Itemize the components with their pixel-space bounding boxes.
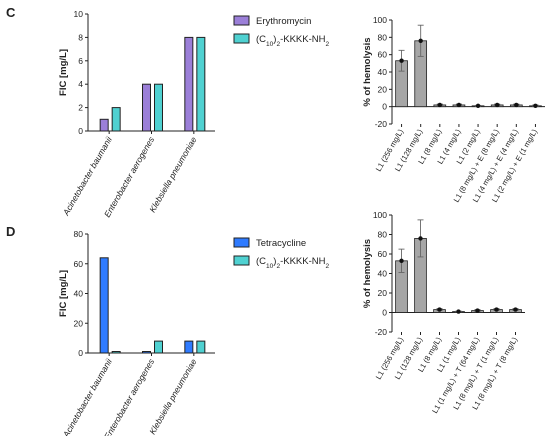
bar bbox=[184, 340, 194, 354]
bar bbox=[196, 36, 206, 132]
legend-swatch bbox=[233, 15, 250, 26]
data-point bbox=[456, 309, 461, 314]
y-tick-label: 100 bbox=[373, 15, 387, 25]
legend-label: Tetracycline bbox=[256, 238, 306, 249]
bar bbox=[99, 118, 109, 132]
panel-letter-d: D bbox=[6, 224, 15, 239]
bar bbox=[142, 83, 151, 132]
y-tick-label: 60 bbox=[74, 259, 84, 269]
legend-swatch bbox=[233, 237, 250, 248]
data-point bbox=[513, 307, 518, 312]
y-tick-label: 20 bbox=[74, 318, 84, 328]
y-tick-label: 60 bbox=[378, 249, 388, 259]
data-point bbox=[494, 102, 500, 108]
y-tick-label: 20 bbox=[378, 84, 388, 94]
y-tick-label: 40 bbox=[378, 67, 388, 77]
bar bbox=[99, 257, 109, 354]
category-label: Acinetobacter baumanii bbox=[60, 356, 114, 436]
data-point bbox=[475, 103, 481, 109]
y-axis-label: FIC [mg/L] bbox=[58, 270, 69, 317]
y-tick-label: 0 bbox=[78, 348, 83, 358]
data-point bbox=[475, 308, 480, 313]
legend-swatch bbox=[233, 33, 250, 44]
legend-swatch bbox=[233, 255, 250, 266]
bar bbox=[184, 36, 194, 132]
data-point bbox=[533, 103, 538, 109]
data-point bbox=[399, 58, 404, 63]
y-tick-label: 100 bbox=[373, 210, 387, 220]
y-tick-label: 60 bbox=[378, 50, 388, 60]
y-tick-label: 40 bbox=[378, 269, 388, 279]
y-tick-label: 0 bbox=[382, 308, 387, 318]
data-point bbox=[456, 102, 462, 108]
data-point bbox=[399, 258, 404, 264]
y-axis-label: % of hemolysis bbox=[362, 239, 373, 308]
panel-letter-c: C bbox=[6, 5, 16, 20]
y-tick-label: 80 bbox=[378, 230, 388, 240]
bar bbox=[196, 340, 206, 354]
y-tick-label: 8 bbox=[78, 32, 83, 42]
y-tick-label: 20 bbox=[378, 288, 388, 298]
y-tick-label: 10 bbox=[74, 9, 84, 19]
legend-label: (C10)2-KKKK-NH2 bbox=[256, 34, 329, 48]
y-tick-label: 80 bbox=[74, 229, 84, 239]
bar bbox=[154, 340, 163, 354]
data-point bbox=[494, 307, 499, 312]
bar bbox=[142, 351, 151, 354]
bar bbox=[111, 351, 121, 354]
bar bbox=[154, 83, 163, 132]
y-axis-label: % of hemolysis bbox=[362, 37, 373, 106]
legend-label: Erythromycin bbox=[256, 16, 311, 27]
data-point bbox=[418, 38, 423, 43]
y-tick-label: 0 bbox=[78, 126, 83, 136]
legend-label: (C10)2-KKKK-NH2 bbox=[256, 256, 329, 270]
data-point bbox=[514, 102, 519, 108]
y-tick-label: 4 bbox=[78, 79, 83, 89]
y-tick-label: -20 bbox=[375, 327, 388, 337]
data-point bbox=[437, 307, 442, 312]
legend-c: Erythromycin (C10)2-KKKK-NH2 bbox=[233, 15, 329, 48]
y-tick-label: -20 bbox=[375, 119, 388, 129]
y-tick-label: 40 bbox=[74, 289, 84, 299]
y-axis-label: FIC [mg/L] bbox=[58, 49, 69, 96]
y-tick-label: 2 bbox=[78, 103, 83, 113]
y-tick-label: 0 bbox=[382, 102, 387, 112]
chart-d-fic: 0 20 40 60 80 FIC [mg/L] Acinetobacter baumani… bbox=[58, 229, 215, 436]
data-point bbox=[437, 102, 443, 108]
legend-d: Tetracycline (C10)2-KKKK-NH2 bbox=[233, 237, 329, 270]
data-point bbox=[418, 236, 423, 241]
y-tick-label: 6 bbox=[78, 56, 83, 66]
bar bbox=[111, 107, 121, 132]
y-tick-label: 80 bbox=[378, 32, 388, 42]
category-label: Klebsiella pneumoniae bbox=[147, 357, 199, 436]
category-label: Klebsiella pneumoniae bbox=[147, 135, 199, 214]
